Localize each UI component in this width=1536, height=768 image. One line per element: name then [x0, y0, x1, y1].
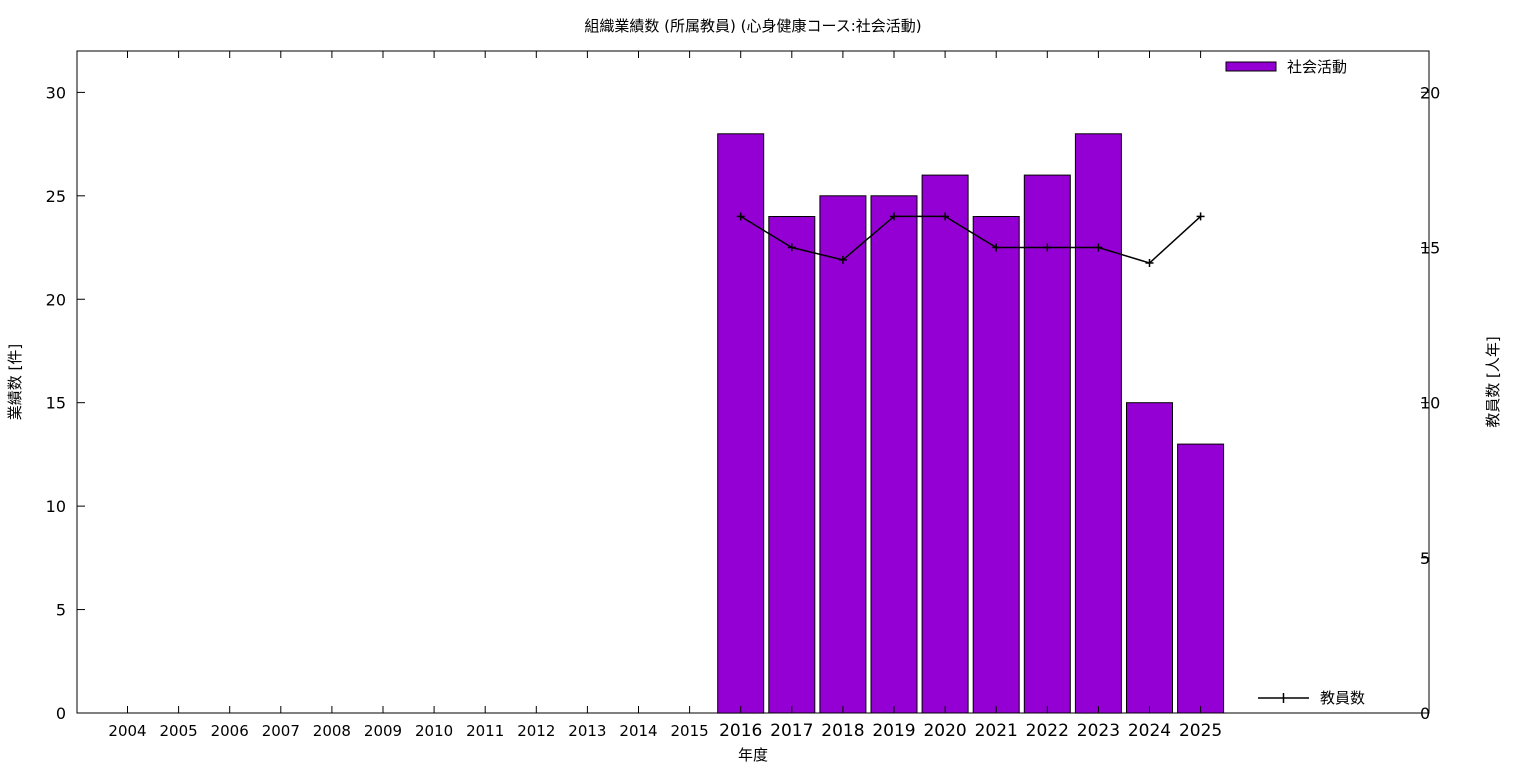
bar-2016 — [717, 133, 765, 714]
x-tick-label: 2009 — [364, 722, 402, 740]
line-point-2022 — [1043, 243, 1052, 252]
bar-2025 — [1177, 443, 1225, 714]
x-tick-label: 2008 — [313, 722, 351, 740]
line-teachers — [740, 215, 1202, 264]
bar-2020 — [921, 174, 969, 714]
y-axis-label: 業績数 [件] — [6, 344, 24, 420]
line-point-2024 — [1145, 258, 1154, 267]
line-point-2017 — [787, 243, 796, 252]
x-tick-label: 2005 — [160, 722, 198, 740]
y2-tick-label: 5 — [1420, 549, 1430, 568]
x-tick-label: 2025 — [1179, 721, 1222, 741]
y-tick-label: 30 — [46, 83, 66, 102]
x-tick-label: 2021 — [975, 721, 1018, 741]
legend-line: 教員数 — [1258, 689, 1365, 707]
legend-bar-label: 社会活動 — [1287, 58, 1347, 76]
y2-tick-label: 15 — [1420, 238, 1440, 257]
x-tick-label: 2016 — [719, 721, 762, 741]
x-tick-label: 2017 — [770, 721, 813, 741]
legend-bar-swatch — [1225, 61, 1277, 72]
y2-tick-label: 10 — [1420, 394, 1440, 413]
x-tick-label: 2014 — [619, 722, 657, 740]
bar-2021 — [972, 216, 1020, 714]
y-tick-label: 10 — [46, 497, 66, 516]
bar-2023 — [1074, 133, 1122, 714]
x-axis-label: 年度 — [738, 746, 768, 764]
y-tick-label: 20 — [46, 290, 66, 309]
x-tick-label: 2023 — [1077, 721, 1120, 741]
bar-2024 — [1126, 402, 1173, 714]
x-tick-label: 2011 — [466, 722, 504, 740]
x-tick-label: 2006 — [211, 722, 249, 740]
bar-2018 — [819, 195, 867, 714]
x-tick-label: 2007 — [262, 722, 300, 740]
bars — [717, 133, 1225, 714]
bar-2017 — [768, 216, 816, 714]
bar-2019 — [870, 195, 918, 714]
line-point-2020 — [941, 212, 950, 221]
y2-tick-label: 0 — [1420, 704, 1430, 723]
y2-tick-label: 20 — [1420, 83, 1440, 102]
bar-2022 — [1023, 174, 1071, 714]
x-tick-label: 2013 — [568, 722, 606, 740]
x-tick-label: 2022 — [1026, 721, 1069, 741]
x-tick-label: 2004 — [108, 722, 146, 740]
line-series — [736, 212, 1205, 267]
line-point-2021 — [992, 243, 1001, 252]
y-tick-label: 25 — [46, 187, 66, 206]
x-tick-label: 2012 — [517, 722, 555, 740]
line-point-2018 — [838, 255, 847, 264]
x-tick-label: 2018 — [821, 721, 864, 741]
line-point-2025 — [1196, 212, 1205, 221]
x-tick-label: 2019 — [872, 721, 915, 741]
x-tick-label: 2010 — [415, 722, 453, 740]
y-tick-label: 5 — [56, 601, 66, 620]
y-tick-label: 0 — [56, 704, 66, 723]
y-tick-label: 15 — [46, 394, 66, 413]
x-tick-label: 2024 — [1128, 721, 1171, 741]
line-point-2019 — [890, 212, 898, 221]
legend-bar: 社会活動 — [1225, 58, 1347, 76]
line-point-2016 — [736, 212, 745, 221]
x-tick-label: 2020 — [923, 721, 966, 741]
line-point-2023 — [1094, 243, 1103, 252]
x-tick-label: 2015 — [671, 722, 709, 740]
chart-title: 組織業績数 (所属教員) (心身健康コース:社会活動) — [584, 17, 921, 35]
y2-axis-label: 教員数 [人年] — [1484, 336, 1502, 427]
legend-line-label: 教員数 — [1320, 689, 1365, 707]
ticks: 2004 2005 2006 2007 2008 2009 2010 2011 2012 2013… — [46, 51, 1440, 741]
